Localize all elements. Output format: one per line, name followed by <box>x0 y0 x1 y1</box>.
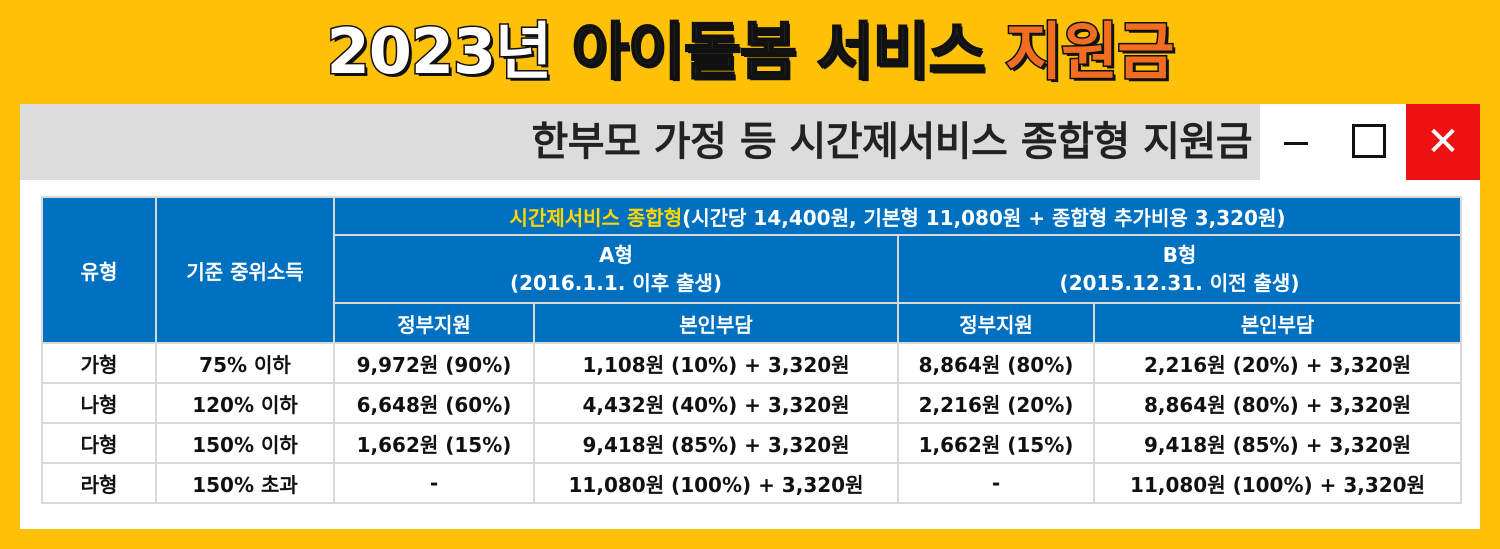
header-b-gov: 정부지원 <box>897 302 1095 344</box>
minimize-button[interactable] <box>1260 104 1332 180</box>
page-title: 2023년 아이돌봄 서비스 지원금 <box>0 12 1500 92</box>
cell-b-self: 11,080원 (100%) + 3,320원 <box>1092 462 1463 504</box>
header-income: 기준 중위소득 <box>155 196 335 344</box>
cell-b-gov: 1,662원 (15%) <box>897 422 1095 464</box>
header-service-detail: (시간당 14,400원, 기본형 11,080원 + 종합형 추가비용 3,3… <box>682 205 1286 230</box>
cell-a-self: 11,080원 (100%) + 3,320원 <box>533 462 899 504</box>
cell-type: 라형 <box>41 462 157 504</box>
table-row: 가형 75% 이하 9,972원 (90%) 1,108원 (10%) + 3,… <box>41 342 1463 384</box>
header-group-b-name: B형 <box>1162 243 1197 267</box>
title-highlight: 지원금 <box>1004 14 1176 90</box>
cell-a-gov: 6,648원 (60%) <box>333 382 535 424</box>
header-b-self: 본인부담 <box>1092 302 1463 344</box>
header-a-gov: 정부지원 <box>333 302 535 344</box>
cell-b-gov: 2,216원 (20%) <box>897 382 1095 424</box>
cell-income: 150% 이하 <box>155 422 335 464</box>
cell-b-gov: - <box>897 462 1095 504</box>
title-year: 2023년 <box>325 14 554 90</box>
cell-income: 120% 이하 <box>155 382 335 424</box>
header-group-a-birth: (2016.1.1. 이후 출생) <box>509 271 723 295</box>
header-service-highlight: 시간제서비스 종합형 <box>509 205 683 230</box>
cell-b-self: 2,216원 (20%) + 3,320원 <box>1092 342 1463 384</box>
table-row: 다형 150% 이하 1,662원 (15%) 9,418원 (85%) + 3… <box>41 422 1463 464</box>
title-middle: 아이돌봄 서비스 <box>571 14 987 89</box>
maximize-icon <box>1352 124 1386 158</box>
minimize-icon <box>1284 142 1308 145</box>
header-group-b: B형 (2015.12.31. 이전 출생) <box>896 234 1463 304</box>
header-group-a: A형 (2016.1.1. 이후 출생) <box>333 234 899 304</box>
header-a-self: 본인부담 <box>533 302 899 344</box>
header-group-a-name: A형 <box>599 243 633 267</box>
subsidy-table: 유형 기준 중위소득 시간제서비스 종합형(시간당 14,400원, 기본형 1… <box>41 196 1463 504</box>
cell-type: 가형 <box>41 342 157 384</box>
close-icon: ✕ <box>1426 119 1460 165</box>
table-row: 나형 120% 이하 6,648원 (60%) 4,432원 (40%) + 3… <box>41 382 1463 424</box>
title-bar[interactable]: 한부모 가정 등 시간제서비스 종합형 지원금 ✕ <box>20 104 1480 180</box>
cell-type: 나형 <box>41 382 157 424</box>
close-button[interactable]: ✕ <box>1406 104 1480 180</box>
table-row: 라형 150% 초과 - 11,080원 (100%) + 3,320원 - 1… <box>41 462 1463 504</box>
cell-income: 150% 초과 <box>155 462 335 504</box>
window-controls: ✕ <box>1260 104 1480 180</box>
cell-type: 다형 <box>41 422 157 464</box>
cell-a-gov: 1,662원 (15%) <box>333 422 535 464</box>
cell-a-self: 9,418원 (85%) + 3,320원 <box>533 422 899 464</box>
cell-a-self: 4,432원 (40%) + 3,320원 <box>533 382 899 424</box>
maximize-button[interactable] <box>1334 104 1406 180</box>
cell-b-self: 8,864원 (80%) + 3,320원 <box>1092 382 1463 424</box>
cell-income: 75% 이하 <box>155 342 335 384</box>
header-service: 시간제서비스 종합형(시간당 14,400원, 기본형 11,080원 + 종합… <box>332 196 1463 236</box>
header-group-b-birth: (2015.12.31. 이전 출생) <box>1059 271 1300 295</box>
header-type: 유형 <box>41 196 157 344</box>
window-title: 한부모 가정 등 시간제서비스 종합형 지원금 <box>531 119 1252 165</box>
cell-a-self: 1,108원 (10%) + 3,320원 <box>533 342 899 384</box>
cell-a-gov: 9,972원 (90%) <box>333 342 535 384</box>
window: 한부모 가정 등 시간제서비스 종합형 지원금 ✕ 유형 기준 중위소득 시간제 <box>20 104 1480 529</box>
cell-b-self: 9,418원 (85%) + 3,320원 <box>1092 422 1463 464</box>
cell-b-gov: 8,864원 (80%) <box>897 342 1095 384</box>
cell-a-gov: - <box>333 462 535 504</box>
